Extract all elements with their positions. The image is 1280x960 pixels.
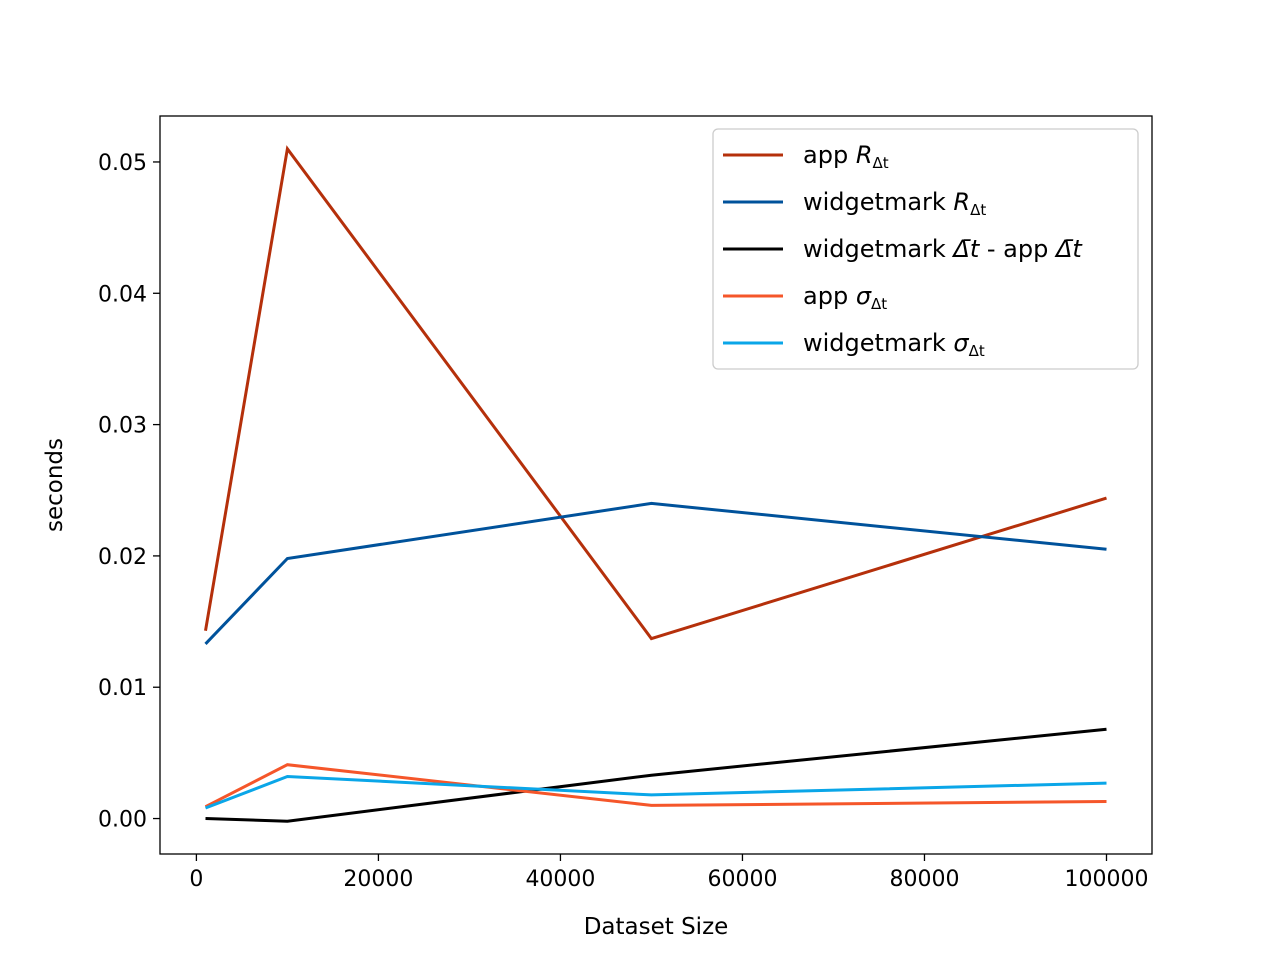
series-line-4 (204, 774, 1107, 810)
legend-label-2: widgetmark Δ̄t - app Δ̄t (803, 235, 1083, 263)
x-axis-label: Dataset Size (584, 914, 729, 940)
legend-box (712, 128, 1139, 370)
legend-label-3: app σΔt (803, 282, 887, 313)
y-tick-label: 0.00 (98, 808, 147, 833)
y-tick-label: 0.01 (98, 676, 147, 701)
x-tick-label: 60000 (707, 867, 777, 892)
legend-label-1: widgetmark RΔt (803, 188, 986, 219)
y-tick-label: 0.02 (98, 545, 147, 570)
x-tick-label: 20000 (343, 867, 413, 892)
legend-label-0: app RΔt (803, 141, 889, 172)
y-axis-ticks: 0.00 0.01 0.02 0.03 0.04 0.05 (98, 151, 160, 833)
y-axis-label: seconds (42, 438, 68, 532)
series-line-2 (205, 727, 1107, 823)
x-tick-label: 80000 (889, 867, 959, 892)
x-axis-ticks: 0 20000 40000 60000 80000 100000 (189, 854, 1148, 892)
y-tick-label: 0.05 (98, 151, 147, 176)
legend: app RΔt widgetmark RΔt widgetmark Δ̄t - ap… (712, 128, 1139, 370)
y-tick-label: 0.03 (98, 414, 147, 439)
x-tick-label: 40000 (525, 867, 595, 892)
series-line-1 (204, 501, 1107, 645)
x-tick-label: 0 (189, 867, 203, 892)
y-tick-label: 0.04 (98, 282, 147, 307)
series-layer (204, 145, 1107, 823)
legend-label-4: widgetmark σΔt (803, 329, 985, 360)
plot-frame (159, 115, 1153, 855)
x-tick-label: 100000 (1065, 867, 1149, 892)
series-line-0 (204, 145, 1107, 641)
